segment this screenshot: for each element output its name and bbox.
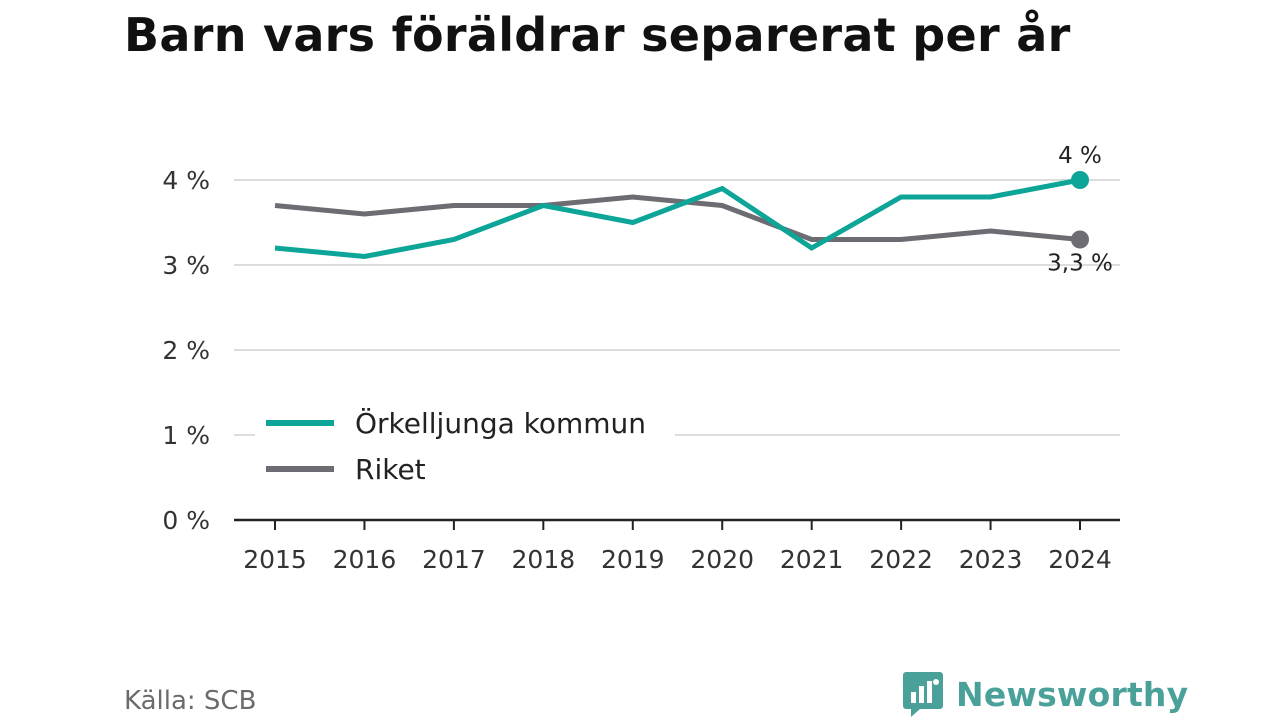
x-tick-label: 2024 [1048,545,1112,574]
end-value-label: 3,3 % [1047,251,1113,277]
series-end-point [1071,171,1089,189]
x-tick-label: 2017 [422,545,486,574]
series-line [274,177,1081,260]
brand-logo[interactable]: Newsworthy [902,670,1188,718]
y-tick-label: 1 % [162,421,210,450]
x-tick-label: 2016 [333,545,397,574]
x-tick-label: 2018 [512,545,576,574]
x-tick-label: 2015 [243,545,307,574]
x-tick-label: 2023 [959,545,1023,574]
series-line [274,194,1081,242]
x-tick-label: 2022 [869,545,933,574]
legend-background [255,396,675,498]
legend-label: Örkelljunga kommun [355,406,646,440]
y-tick-label: 0 % [162,506,210,535]
x-tick-label: 2021 [780,545,844,574]
source-note: Källa: SCB [124,686,257,716]
series-end-point [1071,230,1089,249]
x-tick-label: 2020 [690,545,754,574]
y-tick-label: 3 % [162,251,210,280]
y-tick-label: 4 % [162,166,210,195]
bar-chart-speech-bubble-icon [903,672,943,717]
y-tick-label: 2 % [162,336,210,365]
brand-name: Newsworthy [956,674,1189,714]
chart-title: Barn vars föräldrar separerat per år [124,8,1071,62]
end-value-label: 4 % [1058,143,1102,169]
x-tick-label: 2019 [601,545,665,574]
legend-label: Riket [355,453,426,486]
